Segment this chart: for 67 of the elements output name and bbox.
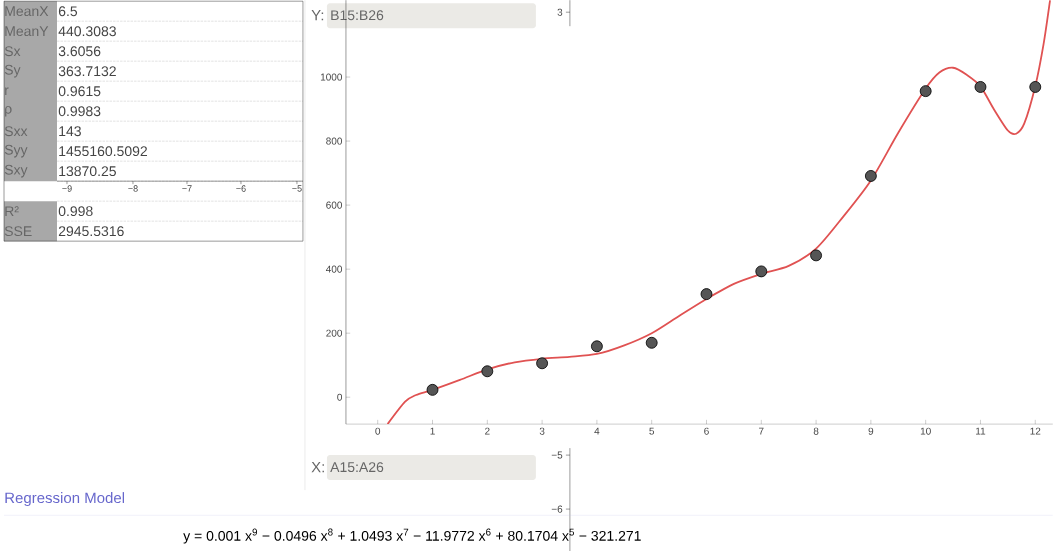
annotation: B15:B26 (331, 10, 384, 21)
x-tick-label: 4 (594, 427, 600, 435)
text: 6.5 (58, 6, 78, 17)
point (645, 336, 658, 349)
y-tick-label: 600 (326, 201, 343, 209)
y-tick-label: 200 (326, 329, 343, 337)
text: ρ (5, 105, 12, 117)
text: 3.6056 (58, 46, 101, 56)
text: −9 (62, 185, 72, 192)
point (481, 365, 494, 378)
text: Sxy (4, 164, 28, 178)
text: −8 (128, 185, 138, 192)
point (1029, 80, 1042, 93)
point (919, 85, 932, 97)
y-tick-label: 1000 (320, 73, 343, 81)
x-tick-label: 10 (920, 427, 931, 435)
x-tick-label: 7 (759, 427, 764, 435)
text: Sy (4, 64, 21, 78)
text: Sx (4, 46, 21, 56)
y-tick-label: 800 (326, 137, 343, 145)
point (864, 169, 877, 182)
text: 0.998 (58, 206, 93, 216)
text: 440.3083 (58, 26, 116, 37)
point (591, 340, 603, 353)
text: R² (5, 206, 19, 216)
text: 0.9983 (58, 106, 101, 116)
text: 363.7132 (58, 66, 116, 76)
point (755, 265, 768, 278)
point (974, 80, 987, 93)
x-tick-label: 9 (868, 427, 874, 435)
text: 0.9615 (58, 86, 101, 96)
x-tick-label: 5 (649, 427, 655, 435)
x-tick-label: 8 (813, 427, 819, 435)
text: Y: (311, 9, 324, 21)
text: −7 (182, 185, 192, 192)
point (536, 357, 549, 370)
text: 1455160.5092 (59, 146, 147, 156)
text: 143 (59, 126, 81, 136)
point (426, 383, 439, 396)
text: Sxx (4, 126, 28, 136)
text: SSE (4, 226, 32, 236)
text: 2945.5316 (58, 226, 124, 236)
annotation: 3 (557, 8, 563, 16)
point (700, 288, 713, 300)
text: Syy (4, 144, 28, 158)
x-tick-label: 12 (1030, 427, 1041, 435)
line-series (386, 0, 1051, 424)
x-tick-label: 6 (704, 427, 709, 435)
text: Regression Model (5, 491, 125, 506)
text: A15:A26 (330, 461, 384, 472)
y-tick-label: 0 (337, 393, 343, 401)
x-tick-label: 11 (976, 427, 986, 435)
text: −5 (292, 185, 302, 192)
text: X: (311, 461, 324, 473)
point (810, 249, 822, 262)
text: y = 0.001 x$^{9}$ − 0.0496 x$^{8}$ + 1.0493 x$^{7}$ − 11.9772 x$^{6}$ + 80.1704 x$^{5}$ − 321.271 (183, 528, 641, 544)
x-tick-label: 3 (539, 427, 545, 435)
text: 13870.25 (59, 166, 116, 176)
x-tick-label: 1 (430, 427, 435, 435)
y-tick-label: 400 (325, 265, 343, 273)
text: −6 (236, 185, 246, 192)
x-tick-label: 2 (485, 427, 490, 435)
text: −5 (551, 451, 563, 459)
x-tick-label: 0 (375, 427, 381, 435)
text: MeanX (5, 6, 49, 16)
text: MeanY (5, 26, 49, 36)
text: −6 (551, 505, 563, 513)
